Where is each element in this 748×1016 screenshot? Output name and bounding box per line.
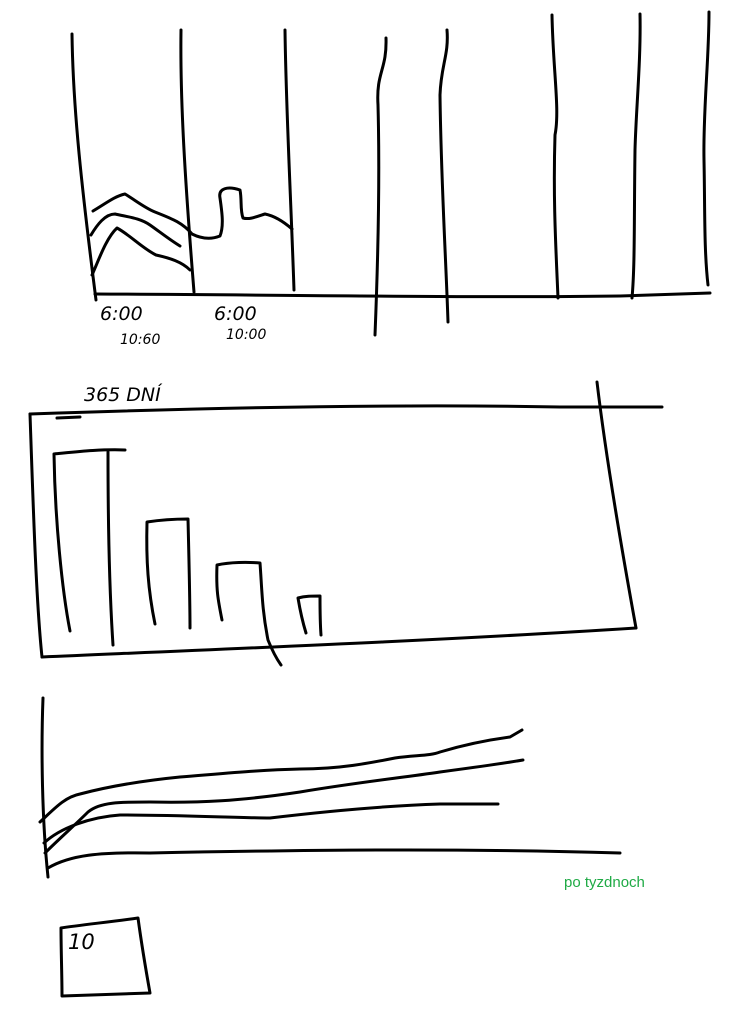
left-frame-line — [28, 412, 44, 659]
bar-1-right — [106, 450, 115, 647]
yellow-weekly-line — [43, 758, 525, 855]
right-frame-line — [595, 380, 638, 630]
pillar-line-6 — [550, 13, 560, 300]
time-label-end-1: 10:60 — [120, 332, 161, 348]
box-value-label: 10 — [68, 930, 95, 954]
top-frame-line — [28, 404, 664, 416]
days-label: 365 DNÍ — [84, 384, 161, 406]
pillar-line-7 — [630, 12, 642, 300]
bar-1 — [52, 448, 127, 633]
baseline-line — [93, 291, 712, 299]
pillar-line-1 — [70, 32, 98, 302]
green-weekly-line — [38, 728, 524, 824]
red-day-curve — [89, 212, 182, 248]
green-day-curve — [91, 186, 294, 240]
pillar-line-2 — [179, 28, 196, 294]
weeks-label: po tyzdnoch — [564, 874, 645, 891]
time-label-end-2: 10:00 — [226, 327, 267, 343]
tick-mark — [55, 415, 82, 420]
pillar-line-8 — [702, 10, 711, 287]
bar-3 — [215, 560, 283, 667]
bottom-frame-line — [40, 626, 638, 659]
x-axis-line — [46, 848, 622, 870]
bar-4 — [296, 594, 323, 637]
time-label-start-1: 6:00 — [100, 303, 143, 325]
pillar-line-5 — [438, 28, 450, 324]
daily-chart-sketch — [70, 10, 712, 337]
black-day-curve — [90, 226, 192, 277]
yearly-bar-sketch — [28, 380, 664, 667]
weekly-line-sketch — [38, 696, 622, 879]
pillar-line-3 — [283, 28, 296, 292]
value-box-sketch — [59, 916, 152, 998]
time-label-start-2: 6:00 — [214, 303, 257, 325]
pillar-line-4 — [373, 36, 388, 337]
black-weekly-line — [42, 802, 500, 845]
value-box-frame — [59, 916, 152, 998]
y-axis-line — [40, 696, 50, 879]
bar-2 — [145, 517, 192, 630]
